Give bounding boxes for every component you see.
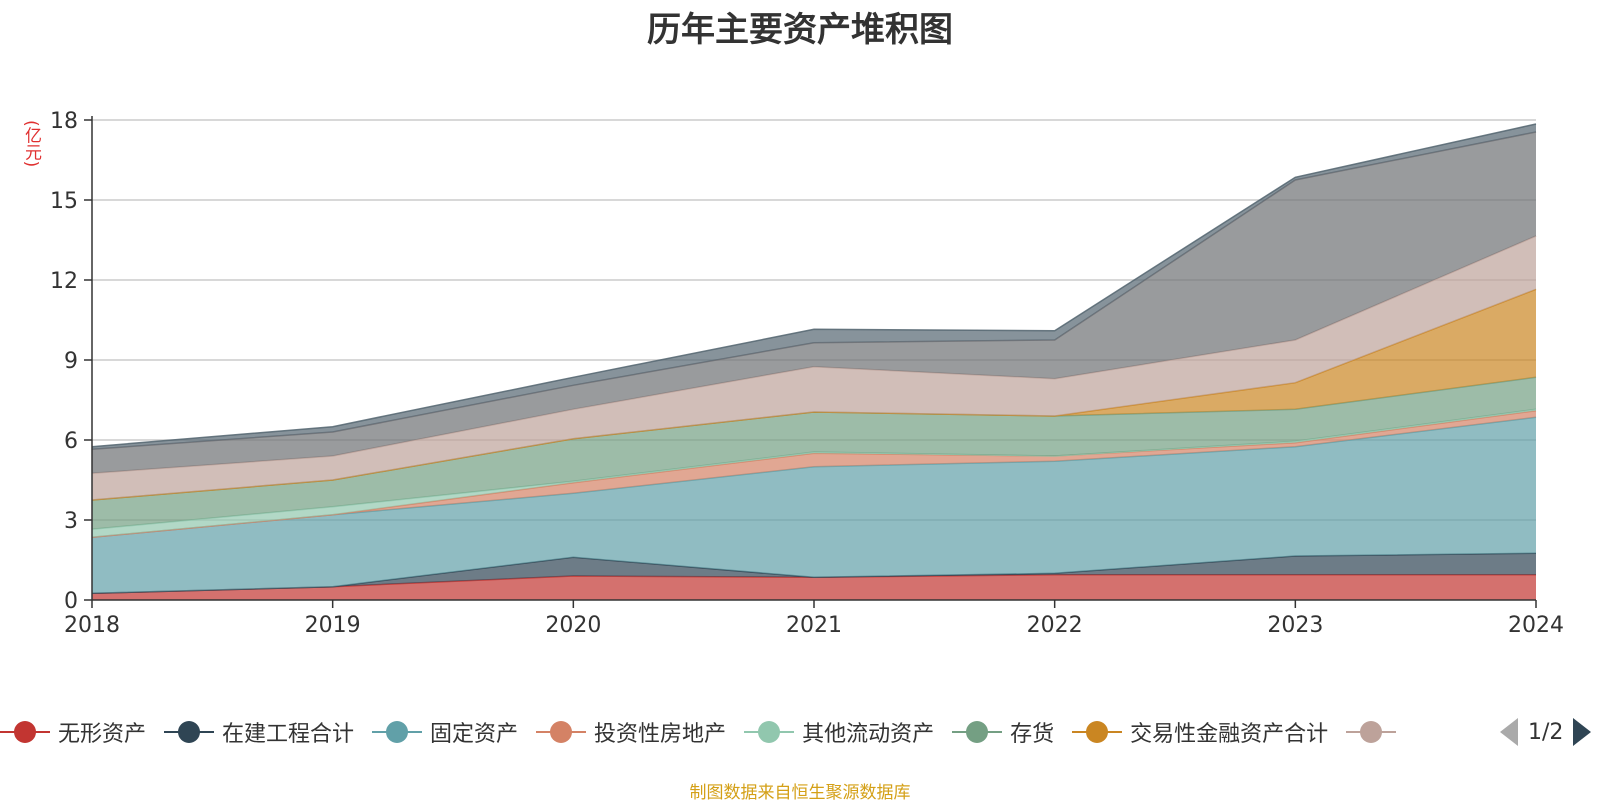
x-tick-label: 2023 xyxy=(1267,613,1323,638)
legend-marker-icon xyxy=(1346,719,1397,745)
legend-label: 无形资产 xyxy=(58,722,147,747)
series-line-10 xyxy=(91,123,1537,448)
legend-item[interactable]: 无形资产 xyxy=(0,712,146,752)
x-tick-label: 2018 xyxy=(64,613,120,638)
legend-pager: 1/2 xyxy=(1500,712,1592,752)
legend-label: 存货 xyxy=(1010,722,1055,747)
legend-page-indicator: 1/2 xyxy=(1528,719,1564,745)
y-tick-label: 6 xyxy=(64,429,78,454)
legend-marker-icon xyxy=(952,719,1003,745)
y-axis-unit-label: (亿元) xyxy=(21,120,41,168)
x-tick-label: 2021 xyxy=(786,613,842,638)
data-source-note: 制图数据来自恒生聚源数据库 xyxy=(689,783,911,803)
y-tick-label: 3 xyxy=(64,509,78,534)
y-tick-label: 12 xyxy=(50,269,78,294)
y-tick-label: 9 xyxy=(64,349,78,374)
legend-label: 交易性金融资产合计 xyxy=(1130,722,1329,747)
legend-item[interactable]: 固定资产 xyxy=(372,712,518,752)
x-tick-label: 2019 xyxy=(305,613,361,638)
legend-item[interactable]: 在建工程合计 xyxy=(164,712,354,752)
area-series-2 xyxy=(92,553,1536,594)
legend-item[interactable]: 其他流动资产 xyxy=(744,712,934,752)
legend-marker-icon xyxy=(0,719,50,745)
x-tick-label: 2024 xyxy=(1508,613,1564,638)
legend-label: 固定资产 xyxy=(430,722,519,747)
legend: 无形资产 在建工程合计 固定资产 投资性房地产 其他流动资产 存货 交易性金融资产合计 xyxy=(0,712,1460,752)
prev-page-icon[interactable] xyxy=(1500,718,1518,746)
legend-item[interactable]: 交易性金融资产合计 xyxy=(1072,712,1328,752)
area-series-7 xyxy=(92,289,1536,500)
legend-item[interactable]: 投资性房地产 xyxy=(536,712,726,752)
area-series-6 xyxy=(92,377,1536,530)
area-series-8 xyxy=(92,236,1536,500)
legend-marker-icon xyxy=(744,719,795,745)
x-tick-label: 2022 xyxy=(1027,613,1083,638)
legend-item[interactable]: 存货 xyxy=(952,712,1054,752)
y-tick-label: 0 xyxy=(64,589,78,614)
legend-label: 在建工程合计 xyxy=(222,722,355,747)
next-page-icon[interactable] xyxy=(1573,718,1592,746)
chart-title: 历年主要资产堆积图 xyxy=(647,10,953,50)
x-tick-label: 2020 xyxy=(545,613,601,638)
y-tick-label: 15 xyxy=(50,189,78,214)
y-tick-label: 18 xyxy=(50,109,78,134)
legend-label: 投资性房地产 xyxy=(594,722,727,747)
area-series-1 xyxy=(92,574,1536,600)
area-series-3 xyxy=(92,417,1536,594)
legend-marker-icon xyxy=(1072,719,1123,745)
legend-label: 其他流动资产 xyxy=(802,722,935,747)
legend-marker-icon xyxy=(164,719,215,745)
legend-marker-icon xyxy=(536,719,587,745)
legend-marker-icon xyxy=(372,719,423,745)
legend-item[interactable] xyxy=(1346,712,1404,752)
